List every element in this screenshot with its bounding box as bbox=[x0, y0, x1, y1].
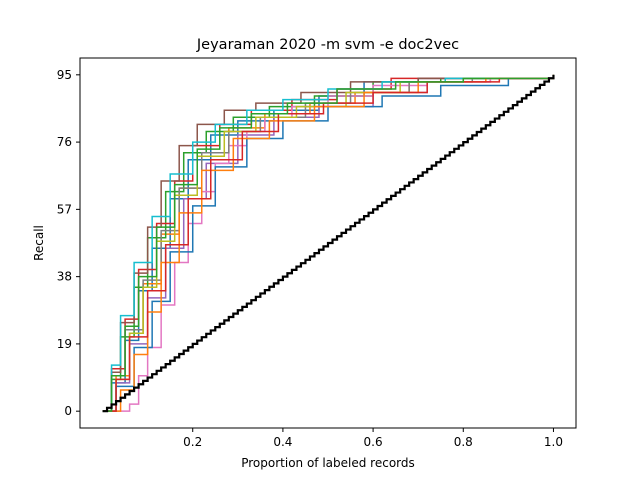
plot-frame bbox=[79, 57, 577, 429]
y-tick-label: 0 bbox=[64, 404, 72, 418]
x-tick-label: 0.2 bbox=[183, 435, 202, 449]
y-tick-label: 95 bbox=[57, 68, 72, 82]
series-line-9 bbox=[102, 74, 555, 412]
series-line-11 bbox=[102, 74, 555, 412]
y-tick-label: 38 bbox=[57, 270, 72, 284]
series-line-6 bbox=[102, 74, 555, 412]
y-tick-label: 57 bbox=[57, 202, 72, 216]
series-line-10 bbox=[102, 74, 555, 412]
y-tick-label: 19 bbox=[57, 337, 72, 351]
series-line-14 bbox=[102, 74, 555, 412]
series-line-15 bbox=[102, 74, 555, 413]
series-layer bbox=[102, 74, 555, 413]
chart-title: Jeyaraman 2020 -m svm -e doc2vec bbox=[196, 37, 459, 53]
y-axis: 0 19 38 57 76 95 bbox=[57, 68, 80, 418]
x-tick-label: 0.6 bbox=[364, 435, 383, 449]
series-line-12 bbox=[102, 74, 555, 412]
x-tick-label: 0.4 bbox=[273, 435, 292, 449]
x-axis: 0.2 0.4 0.6 0.8 1.0 bbox=[183, 428, 563, 449]
series-line-8 bbox=[102, 74, 555, 412]
x-tick-label: 0.8 bbox=[454, 435, 473, 449]
x-tick-label: 1.0 bbox=[544, 435, 563, 449]
y-axis-label: Recall bbox=[32, 225, 46, 261]
x-axis-label: Proportion of labeled records bbox=[241, 456, 415, 470]
series-line-13 bbox=[102, 74, 555, 412]
y-tick-label: 76 bbox=[57, 135, 72, 149]
